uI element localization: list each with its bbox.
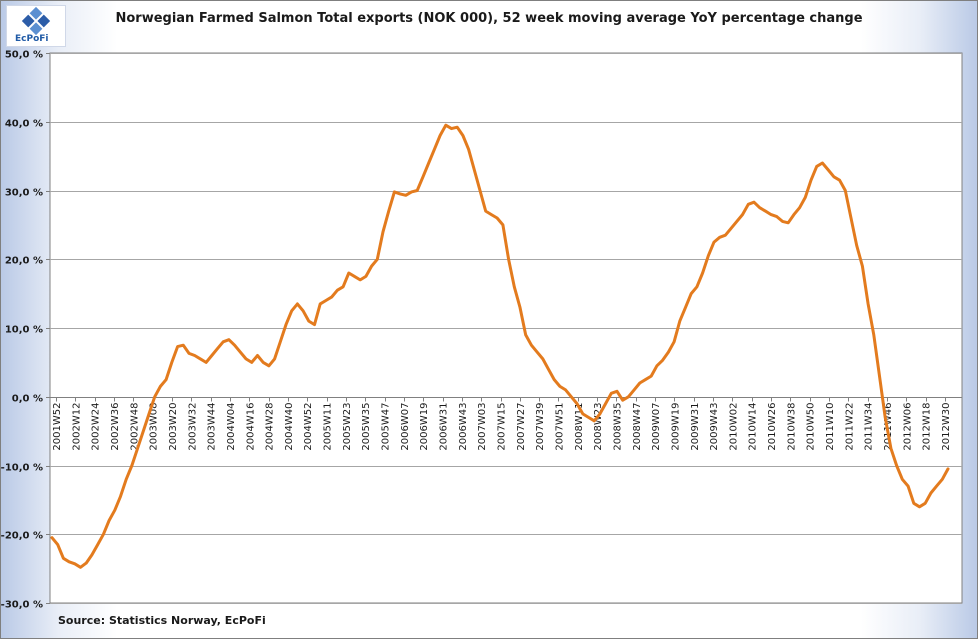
logo-text: EcPoFi xyxy=(15,34,49,44)
x-tick-label: 2010W26 xyxy=(767,403,778,451)
x-tick-label: 2005W47 xyxy=(381,403,392,451)
x-tick-label: 2011W34 xyxy=(864,403,875,451)
y-tick-label: -20,0 % xyxy=(1,531,43,542)
x-tick-label: 2003W08 xyxy=(149,403,160,451)
x-tick-label: 2002W48 xyxy=(129,403,140,451)
x-tick-label: 2006W43 xyxy=(458,403,469,451)
x-tick-label: 2007W03 xyxy=(477,403,488,451)
x-tick-label: 2009W07 xyxy=(651,403,662,451)
x-tick-label: 2011W46 xyxy=(883,403,894,451)
x-tick-label: 2005W35 xyxy=(361,403,372,451)
x-tick-label: 2010W38 xyxy=(786,403,797,451)
x-tick-label: 2007W51 xyxy=(554,403,565,451)
x-tick-label: 2004W16 xyxy=(245,403,256,451)
x-tick-label: 2004W52 xyxy=(303,403,314,451)
y-tick-label: 10,0 % xyxy=(5,325,43,336)
x-tick-label: 2004W04 xyxy=(226,403,237,451)
x-tick-label: 2008W23 xyxy=(593,403,604,451)
x-tick-label: 2009W31 xyxy=(690,403,701,451)
x-tick-label: 2006W07 xyxy=(400,403,411,451)
x-tick-label: 2006W31 xyxy=(439,403,450,451)
x-tick-label: 2012W30 xyxy=(941,403,952,451)
x-tick-label: 2003W44 xyxy=(207,403,218,451)
x-tick-label: 2010W14 xyxy=(748,403,759,451)
x-tick-label: 2004W28 xyxy=(265,403,276,451)
x-tick-label: 2006W19 xyxy=(419,403,430,451)
x-tick-label: 2008W11 xyxy=(574,403,585,451)
x-tick-label: 2001W52 xyxy=(52,403,63,451)
x-tick-label: 2009W19 xyxy=(670,403,681,451)
x-tick-label: 2002W36 xyxy=(110,403,121,451)
logo-tile-2 xyxy=(37,14,51,28)
y-tick-label: 30,0 % xyxy=(5,188,43,199)
y-tick-label: 40,0 % xyxy=(5,119,43,130)
x-tick-label: 2002W24 xyxy=(91,403,102,451)
x-tick-label: 2011W22 xyxy=(844,403,855,451)
x-tick-label: 2003W20 xyxy=(168,403,179,451)
x-tick-label: 2008W35 xyxy=(612,403,623,451)
x-tick-label: 2012W06 xyxy=(902,403,913,451)
source-note: Source: Statistics Norway, EcPoFi xyxy=(58,614,266,627)
x-tick-label: 2003W32 xyxy=(187,403,198,451)
x-tick-label: 2007W15 xyxy=(497,403,508,451)
chart-title: Norwegian Farmed Salmon Total exports (N… xyxy=(115,11,863,26)
y-tick-label: -10,0 % xyxy=(1,463,43,474)
x-tick-label: 2010W02 xyxy=(728,403,739,451)
y-tick-label: 0,0 % xyxy=(12,394,43,405)
series-line xyxy=(50,123,950,569)
x-tick-label: 2008W47 xyxy=(632,403,643,451)
logo-mark-icon xyxy=(21,6,51,36)
x-tick-label: 2007W39 xyxy=(535,403,546,451)
x-tick-label: 2004W40 xyxy=(284,403,295,451)
x-tick-label: 2002W12 xyxy=(71,403,82,451)
y-tick-label: 20,0 % xyxy=(5,256,43,267)
x-tick-label: 2012W18 xyxy=(922,403,933,451)
x-tick-label: 2005W11 xyxy=(323,403,334,451)
x-tick-label: 2009W43 xyxy=(709,403,720,451)
x-tick-label: 2011W10 xyxy=(825,403,836,451)
x-tick-label: 2007W27 xyxy=(516,403,527,451)
ecpofi-logo: EcPoFi xyxy=(6,5,66,47)
y-tick-label: 50,0 % xyxy=(5,50,43,61)
x-tick-label: 2005W23 xyxy=(342,403,353,451)
x-tick-label: 2010W50 xyxy=(806,403,817,451)
y-tick-label: -30,0 % xyxy=(1,600,43,611)
